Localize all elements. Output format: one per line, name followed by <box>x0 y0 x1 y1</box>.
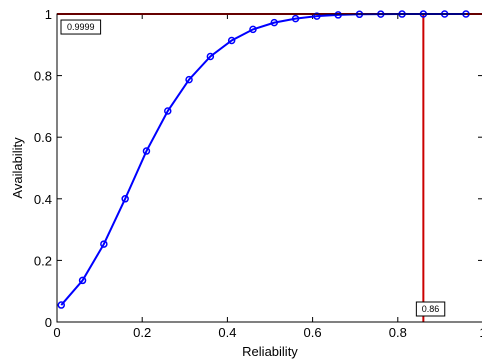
data-point <box>185 75 193 84</box>
data-point <box>206 52 215 61</box>
y-tick-label: 1 <box>45 7 52 22</box>
x-ticks: 0 0.2 0.4 0.6 0.8 1 <box>53 14 482 340</box>
data-point <box>313 12 321 20</box>
data-point <box>57 301 66 309</box>
y-tick-label: 0.2 <box>34 253 52 268</box>
x-axis-title: Reliability <box>242 344 298 359</box>
y-ticks: 0 0.2 0.4 0.6 0.8 1 <box>34 7 482 330</box>
data-point <box>291 14 300 23</box>
annotations: 0.9999 0.86 <box>60 19 446 317</box>
data-point <box>142 147 151 155</box>
data-point <box>227 36 236 45</box>
plot-frame <box>56 13 482 323</box>
data-point <box>334 11 342 19</box>
y-tick-label: 0.6 <box>34 130 52 145</box>
data-point <box>249 25 257 34</box>
data-series <box>57 10 470 309</box>
annotation-label: 0.9999 <box>67 22 95 32</box>
annotation-label: 0.86 <box>422 304 440 314</box>
data-point <box>78 276 87 285</box>
x-tick-label: 0.4 <box>218 325 236 340</box>
annotation-box <box>415 301 446 317</box>
x-tick-label: 0 <box>53 325 60 340</box>
reference-lines <box>57 13 482 322</box>
x-tick-label: 0.2 <box>133 325 151 340</box>
y-tick-label: 0.8 <box>34 69 52 84</box>
y-tick-label: 0.4 <box>34 192 52 207</box>
data-point <box>270 18 279 27</box>
x-tick-label: 0.8 <box>389 325 407 340</box>
annotation-box <box>60 19 102 35</box>
data-point <box>164 107 172 115</box>
data-point <box>100 240 108 248</box>
x-tick-label: 0.6 <box>304 325 322 340</box>
y-axis-title: Availability <box>10 137 25 199</box>
y-tick-label: 0 <box>45 315 52 330</box>
series-line <box>60 13 466 306</box>
data-point <box>121 195 129 203</box>
x-tick-label: 1 <box>479 325 482 340</box>
